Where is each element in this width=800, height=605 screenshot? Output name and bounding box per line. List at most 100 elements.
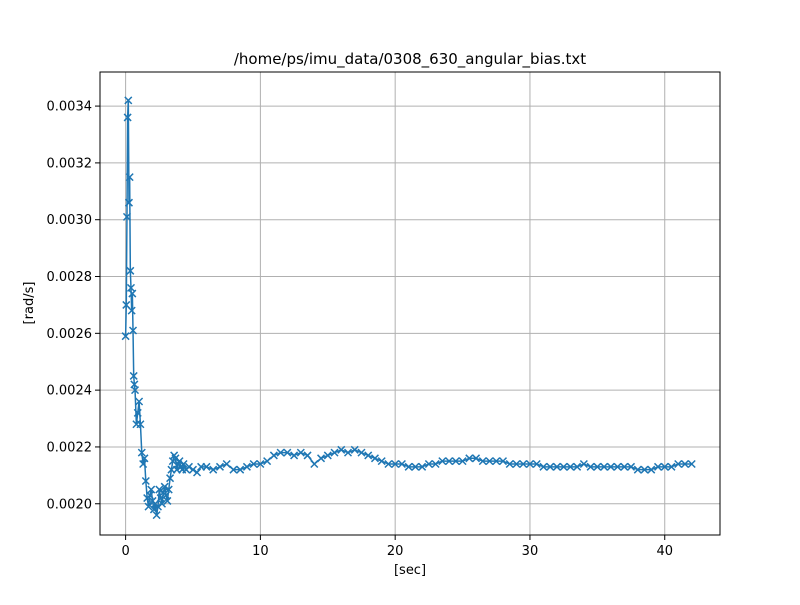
data-point-marker [125,173,134,182]
data-point-marker [171,454,180,463]
data-point-marker [573,462,582,471]
data-point-marker [202,462,211,471]
data-point-marker [166,474,175,483]
data-point-marker [124,96,133,105]
x-tick-label: 10 [252,544,269,559]
data-point-marker [539,462,548,471]
x-tick-label: 20 [387,544,404,559]
data-point-marker [157,499,167,508]
data-point-marker [269,451,278,460]
data-point-marker [249,459,258,469]
data-point-marker [124,198,134,207]
grid-layer [100,72,720,535]
data-point-marker [188,465,198,474]
data-point-marker [579,459,588,469]
data-point-marker [404,462,413,471]
data-point-marker [137,448,146,457]
data-point-marker [209,465,218,474]
data-point-marker [492,457,501,466]
data-point-marker [323,451,332,460]
data-point-marker [377,457,386,466]
data-point-marker [242,462,251,471]
data-point-marker [472,454,481,463]
data-point-marker [566,462,575,471]
data-point-marker [350,445,359,454]
data-point-marker [184,462,193,471]
data-point-marker [163,496,172,505]
data-point-marker [141,477,150,486]
x-tick-label: 30 [522,544,539,559]
data-point-marker [505,459,514,469]
data-point-marker [127,306,136,315]
plot-frame [99,71,721,536]
data-point-marker [296,448,305,457]
data-point-marker [133,408,142,417]
data-point-marker [370,454,379,463]
data-point-marker [122,212,131,221]
data-point-marker [606,462,615,471]
data-point-marker [160,482,169,491]
data-point-marker [451,457,460,466]
data-point-marker [155,485,164,494]
data-point-marker [431,459,440,469]
data-point-marker [600,462,609,471]
data-point-marker [465,454,474,463]
data-point-marker [438,457,447,466]
data-point-marker [128,289,137,298]
data-point-marker [144,502,153,511]
data-point-marker [478,457,487,466]
data-point-marker [364,451,373,460]
data-point-marker [136,420,145,429]
data-point-marker [633,465,642,474]
data-point-marker [222,459,231,469]
y-tick-label: 0.0024 [47,384,93,399]
data-point-marker [667,462,676,471]
data-point-marker [627,462,636,471]
data-point-marker [145,491,154,500]
data-point-marker [156,494,165,503]
y-axis-label: [rad/s] [22,282,37,325]
data-point-marker [586,462,595,471]
x-tick-label: 0 [121,544,129,559]
data-point-marker [647,465,656,474]
data-point-marker [674,459,683,469]
data-point-marker [418,462,427,471]
data-point-marker [310,459,319,469]
data-point-marker [552,462,561,471]
data-point-marker [164,485,173,494]
data-point-marker [498,457,508,466]
data-point-marker [519,459,528,469]
data-point-marker [175,457,184,466]
data-point-marker [256,459,265,469]
y-tick-label: 0.0028 [47,270,93,285]
data-point-marker [512,459,521,469]
data-point-marker [162,491,171,500]
data-point-marker [128,326,138,335]
data-point-marker [660,462,669,471]
data-point-marker [337,445,346,454]
data-point-marker [391,459,400,469]
data-point-marker [131,386,140,395]
y-tick-label: 0.0022 [47,440,93,455]
data-point-marker [152,511,161,520]
data-point-marker [458,457,467,466]
data-point-marker [140,454,149,463]
data-point-marker [411,462,420,471]
data-point-marker [135,397,144,406]
data-point-marker [525,459,534,469]
chart-title: /home/ps/imu_data/0308_630_angular_bias.… [234,50,586,69]
data-point-marker [139,459,148,469]
data-point-marker [121,332,130,341]
data-point-marker [229,465,238,474]
data-point-marker [123,113,132,122]
y-tick-label: 0.0032 [47,156,93,171]
data-point-marker [147,485,156,494]
data-point-marker [613,462,622,471]
data-point-marker [620,462,629,471]
data-point-marker [215,462,224,471]
y-tick-label: 0.0020 [47,497,93,512]
data-point-marker [640,465,649,474]
series-layer [121,96,696,520]
